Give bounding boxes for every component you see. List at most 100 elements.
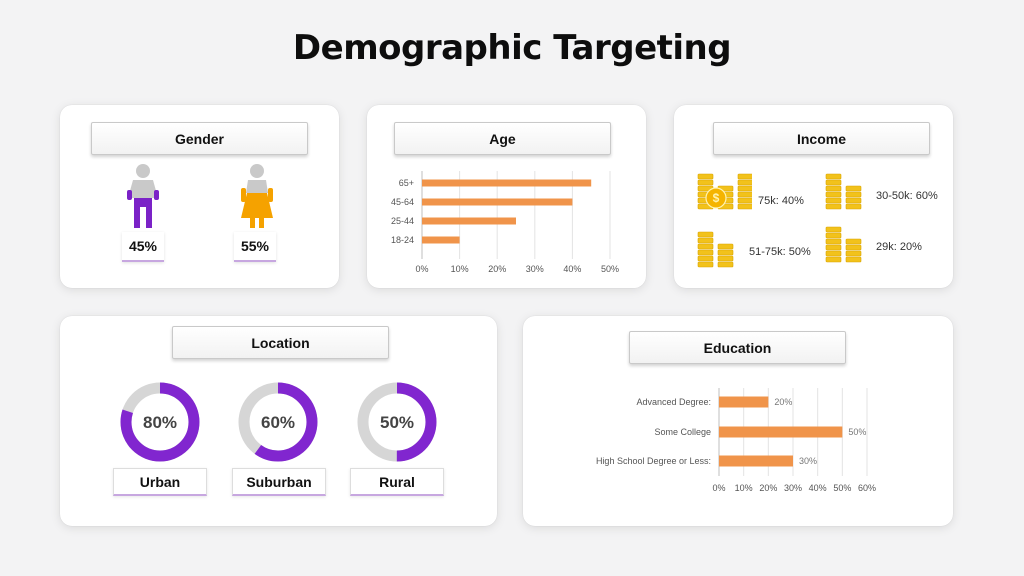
location-header: Location [172,326,389,359]
y-category-label: Advanced Degree: [636,397,711,407]
x-tick-label: 60% [858,483,876,493]
slide-title: Demographic Targeting [292,28,732,68]
coin-stack-icon [825,173,862,210]
coin [737,173,752,180]
coin [845,250,862,257]
coin-stack-icon [697,231,734,268]
coin [845,256,862,263]
data-label: 20% [774,397,792,407]
coin [697,243,714,250]
coin [825,203,842,210]
income-header: Income [713,122,930,155]
coin [825,250,842,257]
education-chart: 0% 10% 20% 30% 40% 50% 60% Advanced Degree: 20% S… [596,388,876,493]
male-percentage: 45% [122,232,164,262]
male-icon [127,164,159,228]
coin [825,244,842,251]
age-header: Age [394,122,611,155]
income-label-30-50k: 30-50k: 60% [876,190,938,202]
coin [825,179,842,186]
income-label-51-75k: 51-75k: 50% [749,246,811,258]
bar [422,179,592,187]
coin-stack-icon: $ [697,173,752,210]
coin [825,197,842,204]
location-card: Location 80% 60% 50% Urban Suburban Rura… [60,316,497,526]
data-label: 30% [799,456,817,466]
coin [717,249,734,256]
donut-percentage: 60% [261,413,295,432]
income-label-29k: 29k: 20% [876,241,922,253]
coin [697,261,714,268]
x-tick-label: 10% [735,483,753,493]
coin [717,255,734,262]
coin [697,231,714,238]
coin [737,191,752,198]
age-card: Age 0% 10% 20% 30% 40% 50% 65+ 45-64 25-44 18-24 [367,105,646,288]
coin [697,249,714,256]
rural-donut-chart: 50% [357,382,437,462]
education-header: Education [629,331,846,364]
x-tick-label: 30% [526,264,544,274]
x-tick-label: 50% [833,483,851,493]
donut-progress [357,382,437,462]
coin [737,203,752,210]
y-category-label: 18-24 [391,235,414,245]
donut-percentage: 50% [380,413,414,432]
coin [845,185,862,192]
coin [737,179,752,186]
gender-header: Gender [91,122,308,155]
female-icon [241,164,273,228]
coin [845,203,862,210]
x-tick-label: 40% [809,483,827,493]
coin [717,261,734,268]
urban-donut-chart: 80% [120,382,200,462]
data-label: 50% [848,427,866,437]
coin [825,238,842,245]
coin-stack-icon [825,226,862,263]
x-tick-label: 0% [415,264,428,274]
coin [845,238,862,245]
rural-label: Rural [350,468,444,496]
coin [845,197,862,204]
income-label-75k: 75k: 40% [758,195,804,207]
donut-percentage: 80% [143,413,177,432]
bar [719,426,843,438]
y-category-label: Some College [654,427,711,437]
urban-label: Urban [113,468,207,496]
x-tick-label: 50% [601,264,619,274]
coin [737,185,752,192]
gender-card: Gender 45% 55% [60,105,339,288]
coin [845,244,862,251]
y-category-label: 25-44 [391,216,414,226]
dollar-sign: $ [713,191,720,205]
x-tick-label: 20% [488,264,506,274]
suburban-donut-chart: 60% [238,382,318,462]
coin [825,232,842,239]
coin [825,173,842,180]
income-card: Income $ 75k: 40% 30-50k: 60% 51-75k: 50… [674,105,953,288]
coin [697,173,714,180]
y-category-label: 65+ [399,178,414,188]
coin [825,226,842,233]
dollar-coin [705,187,727,209]
x-tick-label: 40% [563,264,581,274]
coin [697,255,714,262]
education-card: Education 0% 10% 20% 30% 40% 50% 60% Advanced D… [523,316,953,526]
donut-progress [238,382,318,462]
x-tick-label: 20% [759,483,777,493]
y-category-label: High School Degree or Less: [596,456,711,466]
x-tick-label: 30% [784,483,802,493]
bar [422,217,516,225]
coin [845,191,862,198]
coin [825,191,842,198]
bar [719,455,793,467]
x-tick-label: 10% [451,264,469,274]
coin [825,185,842,192]
bar [422,198,573,206]
x-tick-label: 0% [712,483,725,493]
coin [697,237,714,244]
age-chart: 0% 10% 20% 30% 40% 50% 65+ 45-64 25-44 18-24 [391,171,619,274]
bar [719,396,769,408]
bar [422,236,460,244]
donut-progress [120,382,200,462]
